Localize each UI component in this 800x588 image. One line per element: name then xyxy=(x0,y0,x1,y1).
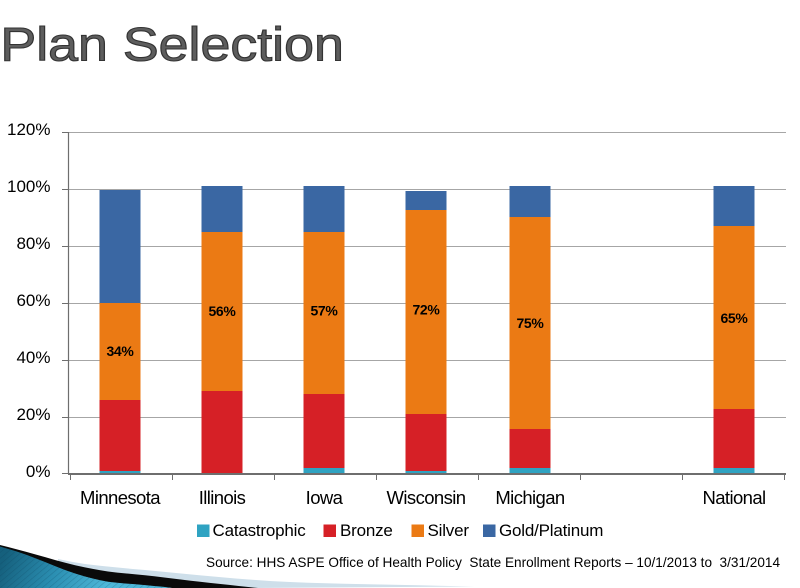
svg-text:60%: 60% xyxy=(16,291,50,310)
svg-text:Catastrophic: Catastrophic xyxy=(213,521,307,540)
svg-text:75%: 75% xyxy=(516,315,544,331)
svg-text:0%: 0% xyxy=(26,462,51,481)
svg-text:72%: 72% xyxy=(412,302,440,318)
svg-text:65%: 65% xyxy=(720,310,748,326)
svg-text:57%: 57% xyxy=(310,303,338,319)
svg-text:Wisconsin: Wisconsin xyxy=(387,487,466,508)
svg-text:Silver: Silver xyxy=(428,521,470,540)
svg-text:40%: 40% xyxy=(16,348,50,367)
svg-text:34%: 34% xyxy=(106,343,134,359)
svg-text:Bronze: Bronze xyxy=(340,521,393,540)
svg-text:Source: HHS ASPE Office of Hea: Source: HHS ASPE Office of Health Policy… xyxy=(206,555,780,570)
svg-text:Minnesota: Minnesota xyxy=(80,487,161,508)
svg-text:100%: 100% xyxy=(7,177,50,196)
svg-text:Iowa: Iowa xyxy=(306,487,344,508)
svg-text:20%: 20% xyxy=(16,405,50,424)
svg-text:Illinois: Illinois xyxy=(199,487,246,508)
svg-text:Gold/Platinum: Gold/Platinum xyxy=(499,521,603,540)
svg-text:120%: 120% xyxy=(7,120,50,139)
svg-text:Michigan: Michigan xyxy=(495,487,565,508)
svg-text:56%: 56% xyxy=(208,303,236,319)
svg-text:National: National xyxy=(702,487,765,508)
svg-text:Plan Selection: Plan Selection xyxy=(0,18,343,71)
svg-text:80%: 80% xyxy=(16,234,50,253)
